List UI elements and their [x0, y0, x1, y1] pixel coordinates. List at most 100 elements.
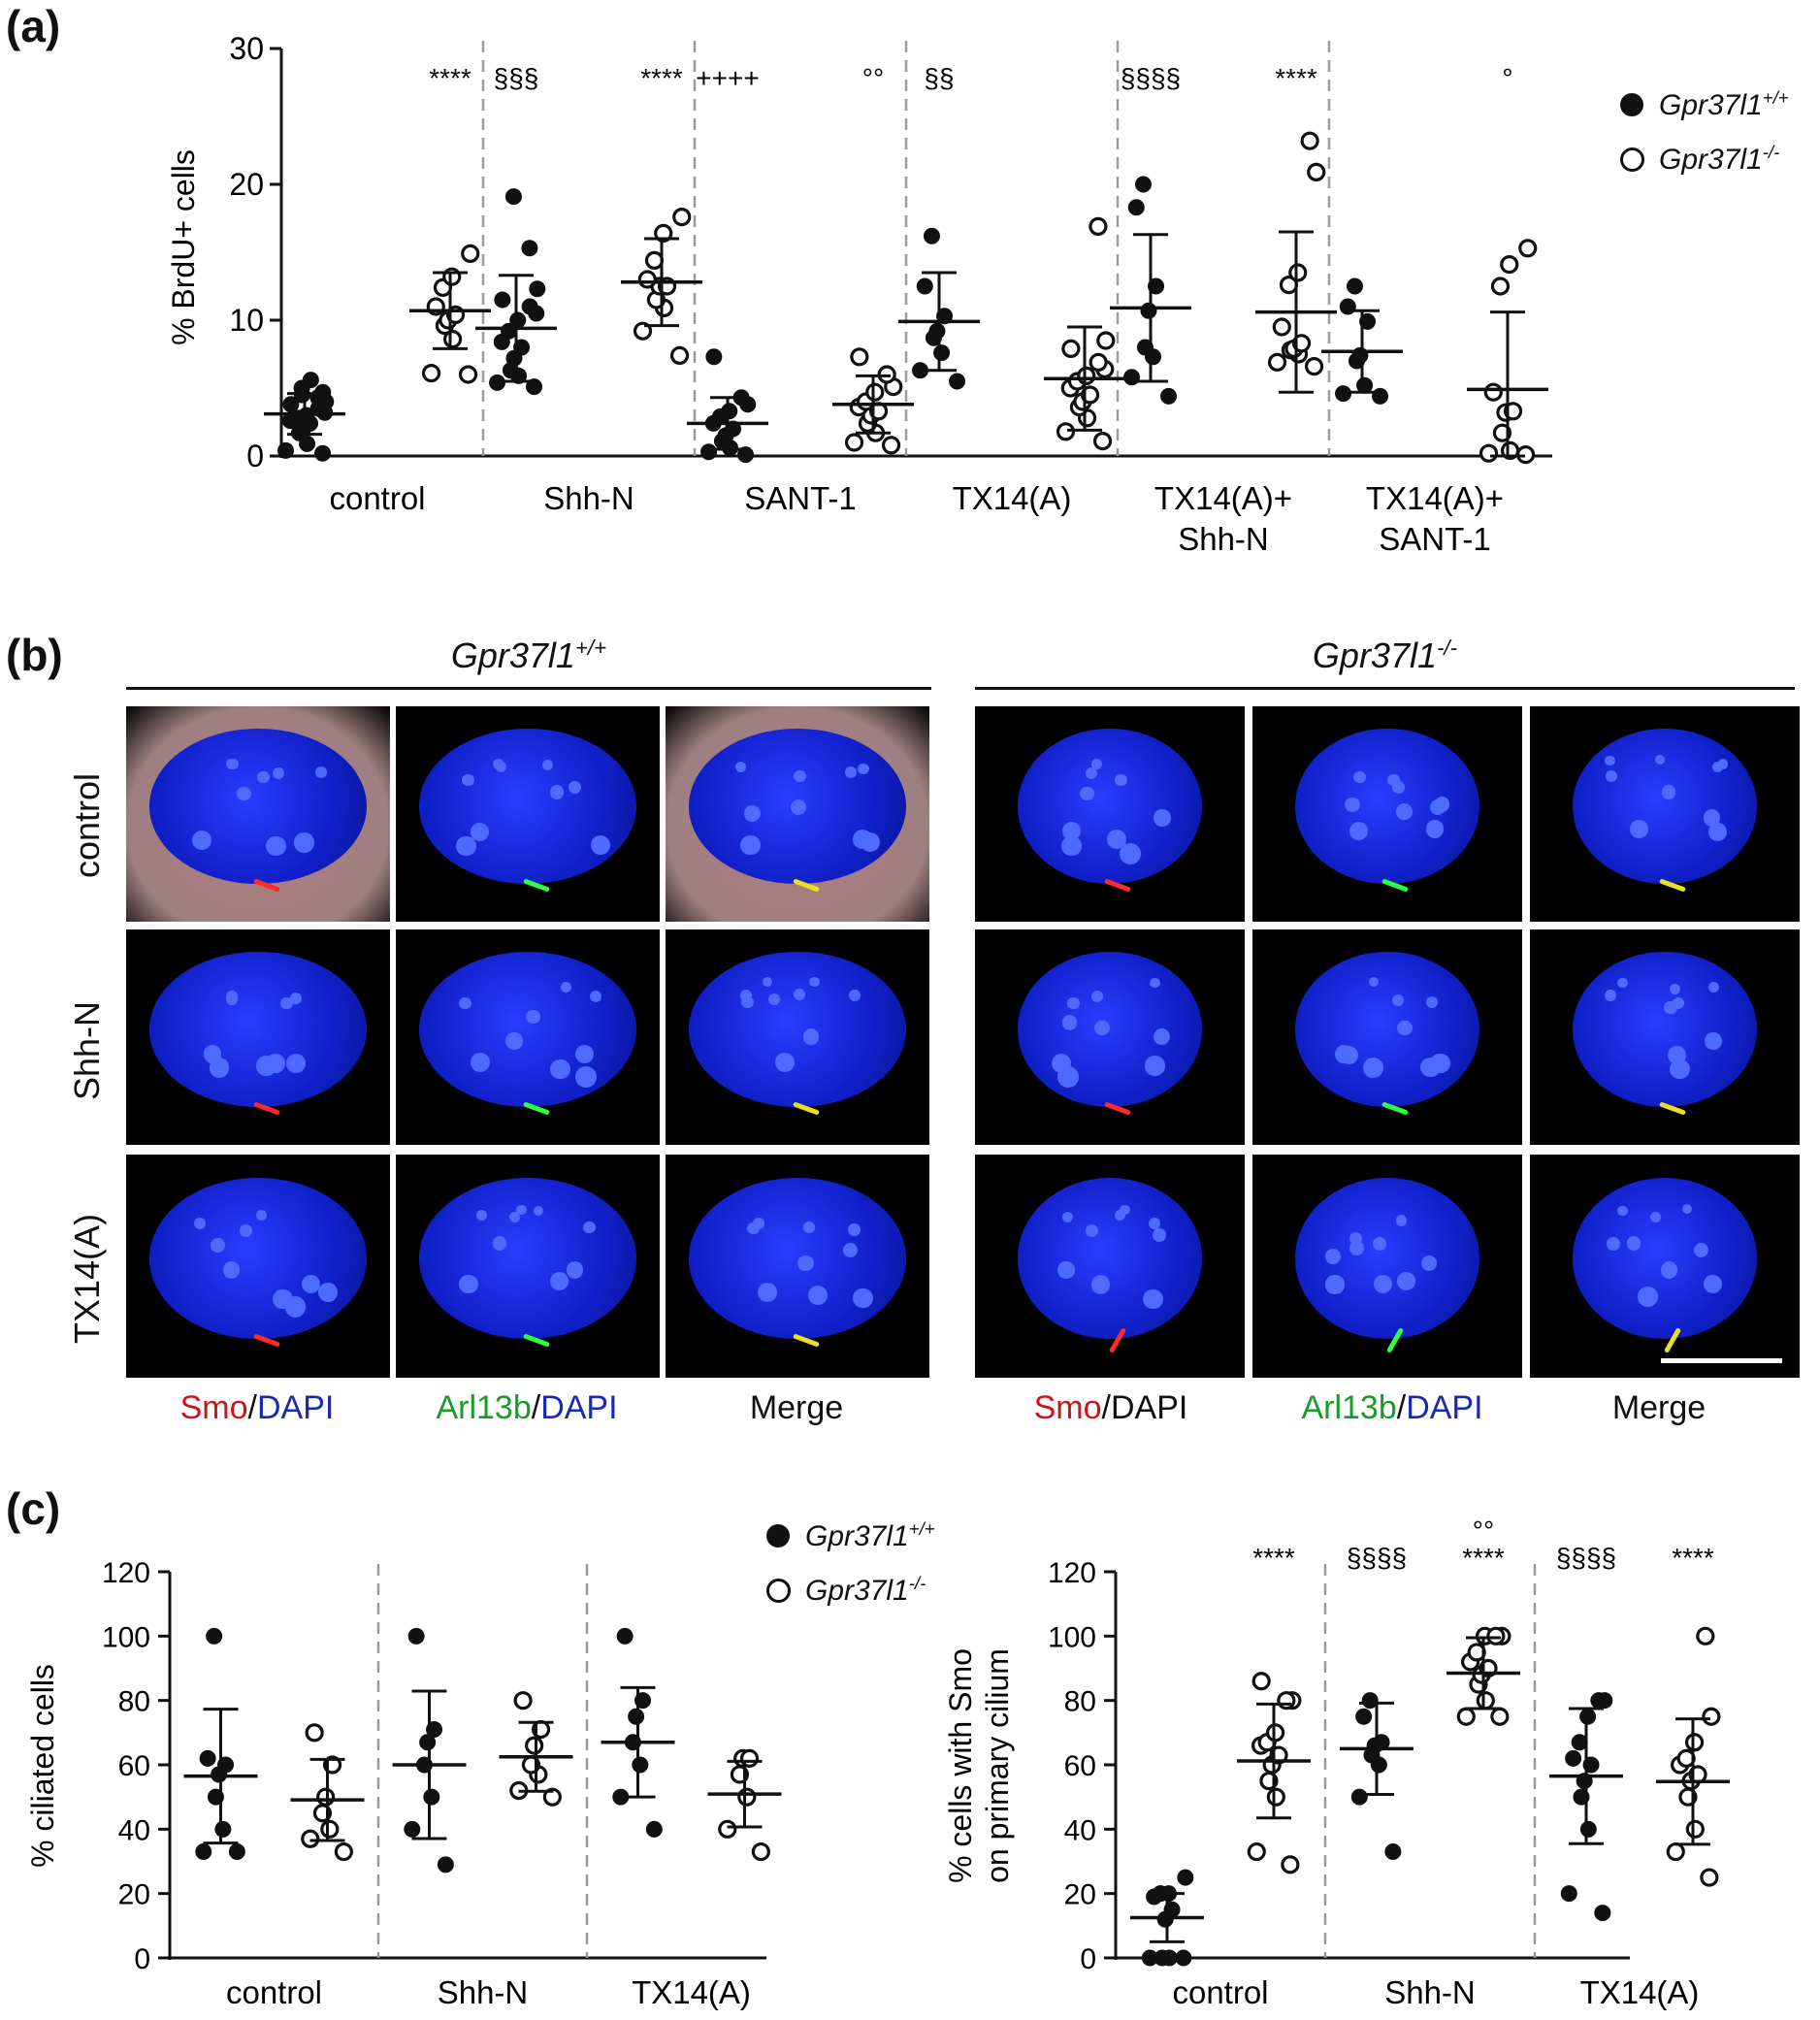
chromocenter: [549, 1272, 569, 1291]
category-label: control: [329, 480, 425, 516]
data-point: [206, 1627, 223, 1645]
chromocenter: [1057, 1066, 1079, 1088]
data-point: [494, 291, 511, 309]
chromocenter: [1626, 1236, 1641, 1251]
chromocenter: [560, 982, 571, 994]
data-point: [672, 208, 692, 227]
data-point: [423, 1788, 440, 1806]
chart-c-left: 0 20 40 60 80 100 120 % ciliated cells control Sh…: [25, 1557, 782, 2010]
micrograph-ko-merge-0: [1530, 706, 1800, 922]
chromocenter: [762, 976, 773, 987]
chromocenter: [739, 989, 752, 1001]
data-point: [1089, 216, 1108, 236]
data-point: [1300, 131, 1319, 150]
chromocenter: [294, 832, 314, 853]
data-point: [334, 1841, 353, 1862]
chromocenter: [794, 989, 806, 1000]
chromocenter: [509, 1211, 521, 1223]
chromocenter: [1711, 761, 1723, 772]
chromocenter: [583, 1221, 596, 1234]
chromocenter: [533, 1205, 544, 1217]
nucleus: [419, 729, 636, 884]
data-point: [1696, 1626, 1715, 1645]
chromocenter: [1062, 1015, 1078, 1030]
data-point: [881, 436, 901, 455]
scale-bar: [1661, 1358, 1782, 1363]
micrograph-wt-arl-1: [396, 929, 660, 1145]
nucleus: [1018, 952, 1202, 1107]
panel-b-wt-rule: [126, 687, 931, 690]
chromocenter: [747, 1222, 760, 1235]
nucleus: [149, 952, 367, 1107]
micrograph-ko-merge-2: [1530, 1155, 1800, 1378]
data-point: [1251, 1672, 1271, 1691]
data-point: [1247, 1841, 1266, 1862]
data-point: [199, 1749, 216, 1767]
micrograph-wt-merge-0: [666, 706, 929, 922]
data-point: [1685, 1819, 1705, 1839]
data-point: [644, 250, 665, 270]
significance-annotation: ****: [429, 63, 471, 93]
nucleus: [1295, 1178, 1479, 1339]
data-point: [1579, 1708, 1597, 1725]
data-point: [1177, 1869, 1194, 1886]
chromocenter: [1395, 802, 1413, 820]
data-point: [928, 322, 946, 340]
chromocenter: [757, 1283, 777, 1303]
chromocenter: [516, 1204, 527, 1215]
data-point: [1136, 339, 1154, 356]
significance-annotation: °°: [1473, 1515, 1494, 1546]
data-point: [316, 1787, 336, 1807]
chromocenter: [1150, 977, 1160, 988]
chromocenter: [1114, 773, 1127, 787]
data-point: [504, 188, 522, 206]
data-point: [737, 1787, 757, 1807]
data-point: [1483, 382, 1503, 402]
y-axis-label: % ciliated cells: [25, 1664, 60, 1868]
chromocenter: [222, 1261, 241, 1279]
data-point: [633, 321, 653, 341]
chromocenter: [590, 990, 602, 1002]
chromocenter: [1397, 1272, 1415, 1291]
chromocenter: [301, 1274, 320, 1293]
data-point: [628, 1708, 645, 1725]
data-point: [1175, 1949, 1192, 1967]
nucleus: [1573, 729, 1757, 884]
chromocenter: [1353, 770, 1366, 784]
y-tick-label: 20: [118, 1879, 150, 1911]
legend-c-open-marker-icon: [766, 1579, 791, 1603]
micrograph-ko-arl-0: [1252, 706, 1522, 922]
data-point: [1307, 162, 1326, 181]
chromocenter: [858, 763, 869, 775]
chromocenter: [1617, 977, 1628, 988]
condition-label-shh-n: Shh-N: [67, 1000, 107, 1101]
chromocenter: [1638, 1287, 1658, 1307]
data-point: [1154, 1949, 1171, 1967]
data-point: [1565, 1749, 1582, 1767]
data-point: [850, 347, 869, 367]
data-point: [1127, 199, 1145, 216]
data-point: [1148, 277, 1165, 295]
data-point: [654, 223, 673, 243]
category-label: control: [226, 1974, 322, 2010]
category-label: TX14(A)+: [1154, 480, 1292, 516]
y-tick-label: 10: [229, 303, 264, 338]
chromocenter: [791, 799, 807, 816]
chromocenter: [807, 1285, 828, 1306]
nucleus: [419, 952, 636, 1107]
wt-channel-arl13b-dapi: Arl13b/DAPI: [436, 1389, 618, 1426]
nucleus: [1018, 1178, 1202, 1339]
chromocenter: [237, 786, 251, 801]
micrograph-ko-smo-1: [975, 929, 1245, 1145]
chromocenter: [1324, 1248, 1341, 1264]
category-label: Shh-N: [438, 1974, 529, 2010]
chromocenter: [1708, 982, 1720, 994]
legend-wt-label: Gpr37l1+/+: [1659, 87, 1789, 121]
data-point: [1291, 334, 1312, 353]
data-point: [1288, 263, 1308, 282]
chromocenter: [1349, 822, 1368, 841]
y-axis-label: % cells with Smo: [943, 1648, 978, 1883]
nucleus: [1573, 952, 1757, 1107]
micrograph-ko-smo-2: [975, 1155, 1245, 1378]
data-point: [1281, 1855, 1300, 1874]
